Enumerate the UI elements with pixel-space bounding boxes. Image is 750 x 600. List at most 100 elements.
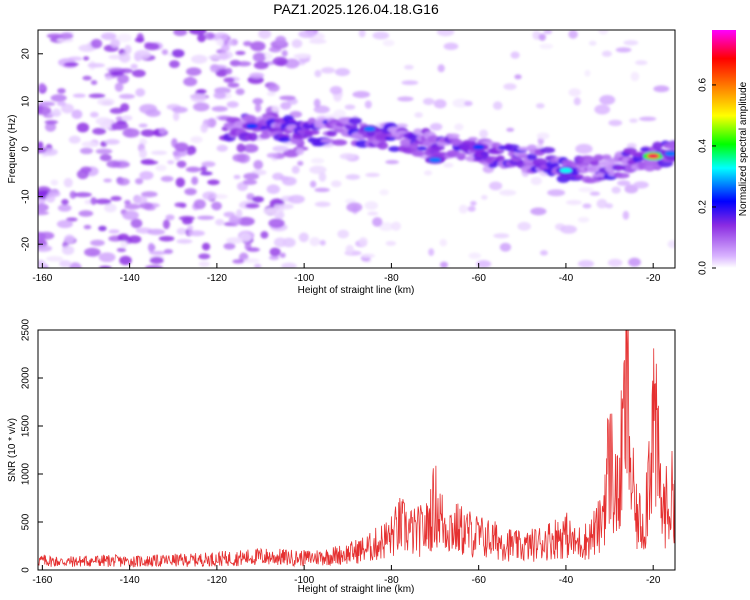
heatmap-cell — [565, 200, 582, 206]
heatmap-cell — [130, 218, 143, 229]
heatmap-cell — [223, 211, 235, 218]
heatmap-cell — [568, 30, 578, 39]
heatmap-cell — [90, 239, 105, 247]
heatmap-cell — [280, 101, 292, 110]
heatmap-cell — [46, 256, 64, 262]
heatmap-cell — [346, 202, 363, 213]
heatmap-cell — [493, 233, 510, 239]
heatmap-cell — [589, 160, 600, 166]
heatmap-cell — [59, 32, 74, 40]
heatmap-cell — [268, 255, 280, 261]
heatmap-cell — [196, 89, 207, 94]
heatmap-cell — [140, 158, 155, 165]
snr-panel: -160 -140 -120 -100 -80 -60 -40 -20 0 500 1000 150… — [7, 318, 676, 595]
heatmap-cell — [278, 136, 291, 143]
heatmap-cell — [320, 138, 335, 143]
heatmap-cell — [489, 181, 503, 191]
heatmap-cell — [411, 150, 425, 157]
heatmap-cell — [605, 203, 614, 209]
heatmap-cell — [71, 109, 83, 120]
heatmap-cell — [304, 130, 320, 135]
heatmap-cell — [98, 252, 116, 263]
heatmap-cell — [314, 201, 331, 207]
heatmap-cell — [84, 247, 101, 257]
heatmap-cell — [117, 74, 130, 84]
x-tick-label: -80 — [384, 273, 399, 284]
heatmap-cell — [56, 101, 67, 107]
colorbar-tick-label: 0.0 — [698, 261, 709, 275]
heatmap-cell — [503, 83, 517, 90]
heatmap-cell — [258, 30, 272, 39]
heatmap-cell — [243, 172, 260, 180]
heatmap-cell — [150, 150, 168, 155]
heatmap-cell — [611, 186, 621, 194]
heatmap-cell — [365, 172, 380, 178]
heatmap-cell — [110, 196, 122, 202]
y-tick-label: -10 — [21, 189, 32, 204]
heatmap-cell — [628, 257, 641, 267]
heatmap-cell — [266, 91, 276, 97]
heatmap-cell — [635, 60, 648, 66]
x-tick-label: -120 — [207, 575, 227, 586]
heatmap-cell — [196, 215, 215, 220]
heatmap-cell — [252, 196, 264, 203]
heatmap-cell — [437, 64, 445, 73]
heatmap-cell — [318, 171, 327, 182]
heatmap-cell — [480, 151, 489, 157]
heatmap-cell — [330, 180, 342, 188]
heatmap-cell — [297, 160, 304, 166]
heatmap-cell — [284, 58, 300, 69]
heatmap-cell — [83, 56, 90, 61]
heatmap-cell — [596, 198, 608, 209]
heatmap-cell — [200, 123, 208, 133]
heatmap-cell — [626, 143, 637, 149]
heatmap-cell — [147, 228, 166, 236]
heatmap-cell — [288, 194, 305, 204]
heatmap-cell — [378, 222, 394, 232]
heatmap-cell — [468, 136, 478, 142]
heatmap-cell — [361, 253, 376, 258]
heatmap-cell — [38, 259, 46, 268]
heatmap-cell — [382, 39, 395, 47]
heatmap-cell — [358, 30, 366, 38]
heatmap-cell — [593, 154, 604, 162]
heatmap-cell — [167, 160, 175, 165]
heatmap-cell — [313, 98, 321, 108]
heatmap-cell — [185, 166, 201, 173]
heatmap-cell — [344, 104, 356, 110]
heatmap-cell — [283, 149, 300, 158]
heatmap-cell — [345, 244, 354, 255]
heatmap-cell — [200, 171, 213, 176]
y-tick-label: 500 — [21, 513, 32, 530]
heatmap-cell — [314, 187, 330, 193]
heatmap-cell — [110, 121, 129, 130]
x-tick-label: -160 — [32, 273, 52, 284]
x-tick-label: -60 — [471, 575, 486, 586]
heatmap-cell — [88, 93, 106, 99]
heatmap-cell — [324, 114, 342, 119]
heatmap-cell — [388, 146, 401, 152]
heatmap-cell — [337, 229, 349, 239]
heatmap-cell — [260, 231, 269, 239]
heatmap-cell — [237, 216, 255, 226]
heatmap-cell — [608, 119, 623, 127]
heatmap-cell — [526, 153, 538, 161]
heatmap-cell — [38, 146, 47, 154]
x-tick-label: -80 — [384, 575, 399, 586]
heatmap-cell — [252, 52, 267, 63]
heatmap-cell — [653, 85, 670, 93]
heatmap-cell — [622, 210, 630, 220]
heatmap-cell — [601, 50, 612, 57]
heatmap-cell — [506, 127, 515, 132]
heatmap-cell — [499, 242, 512, 252]
heatmap-cell — [253, 61, 269, 70]
heatmap-cell — [76, 122, 90, 133]
heatmap-cell — [190, 136, 203, 143]
heatmap-cell — [454, 123, 464, 131]
heatmap-cell — [253, 159, 264, 170]
heatmap-cell — [281, 262, 297, 268]
heatmap-cell — [601, 154, 612, 161]
heatmap-cell — [209, 63, 220, 73]
spectrogram-x-label: Height of straight line (km) — [298, 285, 415, 296]
heatmap-cell — [190, 92, 207, 103]
